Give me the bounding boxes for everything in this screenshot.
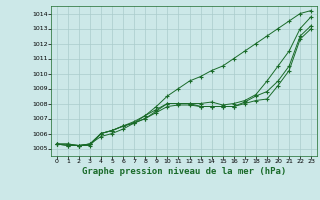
X-axis label: Graphe pression niveau de la mer (hPa): Graphe pression niveau de la mer (hPa) <box>82 167 286 176</box>
